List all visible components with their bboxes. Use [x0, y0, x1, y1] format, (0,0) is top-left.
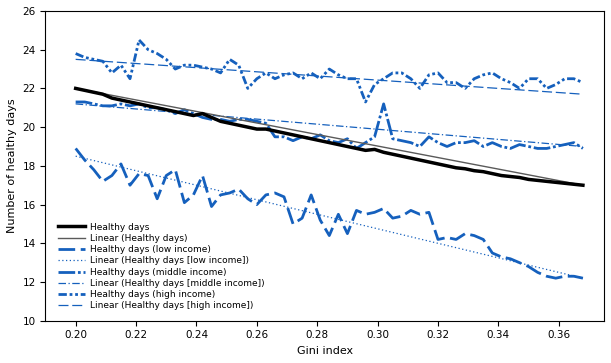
Y-axis label: Number of healthy days: Number of healthy days [7, 98, 17, 233]
X-axis label: Gini index: Gini index [297, 346, 353, 356]
Legend: Healthy days, Linear (Healthy days), Healthy days (low income), Linear (Healthy : Healthy days, Linear (Healthy days), Hea… [56, 220, 267, 313]
